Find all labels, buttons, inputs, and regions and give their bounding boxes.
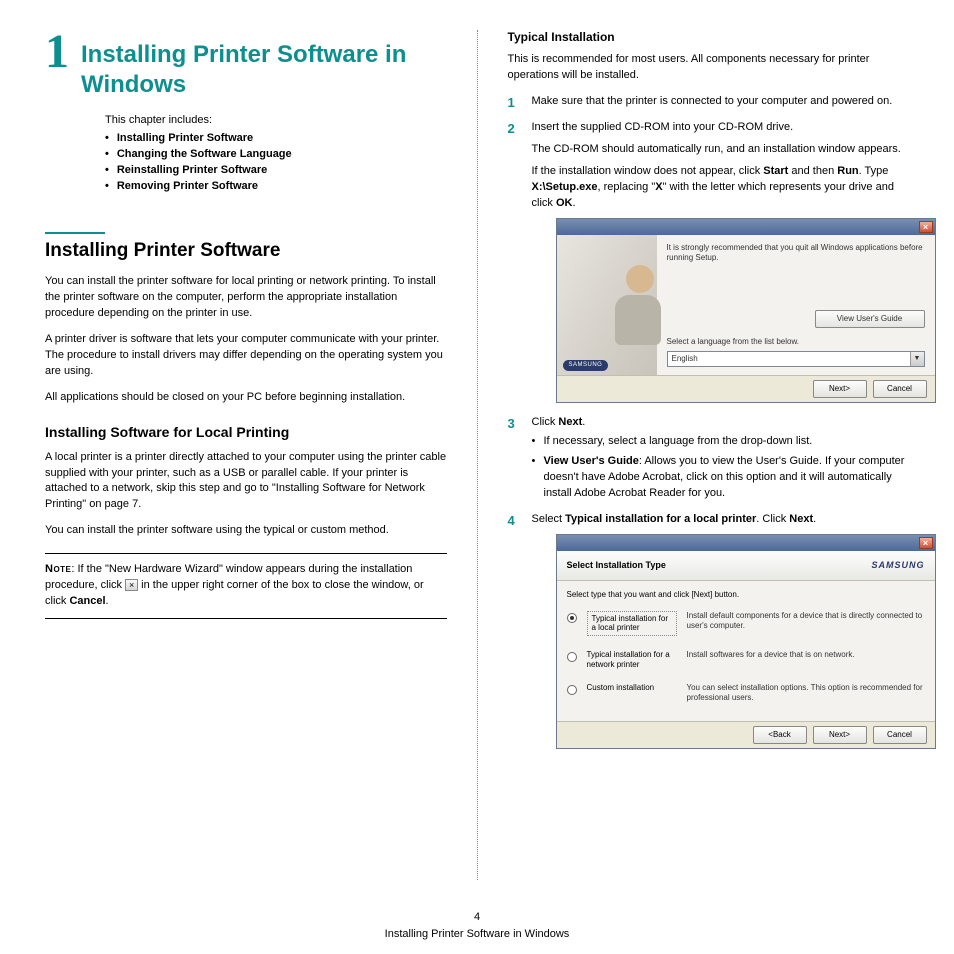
close-icon[interactable]: × <box>919 221 933 233</box>
titlebar: × <box>557 535 935 551</box>
option-label: Custom installation <box>587 683 677 693</box>
note-block: Note: If the "New Hardware Wizard" windo… <box>45 553 447 619</box>
body-text: A local printer is a printer directly at… <box>45 450 447 514</box>
column-divider <box>477 30 478 880</box>
install-option-row[interactable]: Typical installation for a network print… <box>567 650 925 669</box>
section-rule <box>45 232 105 234</box>
samsung-logo: SAMSUNG <box>871 559 924 572</box>
cancel-button[interactable]: Cancel <box>873 380 927 398</box>
page-number: 4 <box>0 909 954 926</box>
sub-bullet: If necessary, select a language from the… <box>532 434 910 450</box>
step-text: Make sure that the printer is connected … <box>532 95 893 107</box>
footer-title: Installing Printer Software in Windows <box>0 926 954 943</box>
chapter-header: 1 Installing Printer Software in Windows <box>45 30 447 100</box>
chapter-toc: Installing Printer Software Changing the… <box>105 132 447 192</box>
radio-unselected[interactable] <box>567 652 577 662</box>
titlebar: × <box>557 219 935 235</box>
toc-item[interactable]: Changing the Software Language <box>105 148 447 160</box>
body-text: You can install the printer software usi… <box>45 523 447 539</box>
option-desc: Install softwares for a device that is o… <box>687 650 855 660</box>
body-text: This is recommended for most users. All … <box>508 52 910 84</box>
step-item: Click Next. If necessary, select a langu… <box>508 415 910 503</box>
back-button[interactable]: <Back <box>753 726 807 744</box>
step-text: Insert the supplied CD-ROM into your CD-… <box>532 121 794 133</box>
step-text: If the installation window does not appe… <box>532 164 910 212</box>
close-icon: × <box>125 579 138 591</box>
subsection-heading: Installing Software for Local Printing <box>45 424 447 440</box>
install-option-row[interactable]: Typical installation for a local printer… <box>567 611 925 636</box>
option-desc: You can select installation options. Thi… <box>687 683 925 703</box>
step-item: Insert the supplied CD-ROM into your CD-… <box>508 120 910 403</box>
chapter-intro: This chapter includes: <box>105 114 447 126</box>
toc-item[interactable]: Removing Printer Software <box>105 180 447 192</box>
installer-graphic: SAMSUNG <box>557 235 657 375</box>
option-label: Typical installation for a local printer <box>587 611 677 636</box>
page-footer: 4 Installing Printer Software in Windows <box>0 909 954 942</box>
next-button[interactable]: Next> <box>813 380 867 398</box>
language-label: Select a language from the list below. <box>667 336 925 348</box>
step-item: Make sure that the printer is connected … <box>508 94 910 110</box>
section-heading: Installing Printer Software <box>45 240 447 262</box>
installer-window-1: × SAMSUNG It is strongly recommended tha… <box>556 218 936 403</box>
body-text: All applications should be closed on you… <box>45 390 447 406</box>
installer-window-2: × Select Installation Type SAMSUNG Selec… <box>556 534 936 749</box>
radio-unselected[interactable] <box>567 685 577 695</box>
install-option-row[interactable]: Custom installation You can select insta… <box>567 683 925 703</box>
note-text: . <box>106 595 109 607</box>
note-label: Note <box>45 563 71 575</box>
samsung-logo: SAMSUNG <box>563 360 609 371</box>
sub-bullet: View User's Guide: Allows you to view th… <box>532 454 910 502</box>
installer-recommend-text: It is strongly recommended that you quit… <box>667 243 925 264</box>
toc-item[interactable]: Installing Printer Software <box>105 132 447 144</box>
note-cancel: Cancel <box>69 595 105 607</box>
next-button[interactable]: Next> <box>813 726 867 744</box>
chapter-title: Installing Printer Software in Windows <box>81 30 447 100</box>
language-value: English <box>672 353 698 365</box>
body-text: A printer driver is software that lets y… <box>45 332 447 380</box>
view-users-guide-button[interactable]: View User's Guide <box>815 310 925 328</box>
body-text: You can install the printer software for… <box>45 274 447 322</box>
language-select[interactable]: English ▼ <box>667 351 925 367</box>
option-desc: Install default components for a device … <box>687 611 925 631</box>
installer-title: Select Installation Type <box>567 559 666 572</box>
step-text: The CD-ROM should automatically run, and… <box>532 142 910 158</box>
cancel-button[interactable]: Cancel <box>873 726 927 744</box>
typical-heading: Typical Installation <box>508 30 910 44</box>
option-label: Typical installation for a network print… <box>587 650 677 669</box>
radio-selected[interactable] <box>567 613 577 623</box>
close-icon[interactable]: × <box>919 537 933 549</box>
toc-item[interactable]: Reinstalling Printer Software <box>105 164 447 176</box>
step-item: Select Typical installation for a local … <box>508 512 910 749</box>
installer-prompt: Select type that you want and click [Nex… <box>567 589 925 601</box>
chapter-number: 1 <box>45 30 69 73</box>
chevron-down-icon: ▼ <box>910 352 924 366</box>
steps-list: Make sure that the printer is connected … <box>508 94 910 749</box>
